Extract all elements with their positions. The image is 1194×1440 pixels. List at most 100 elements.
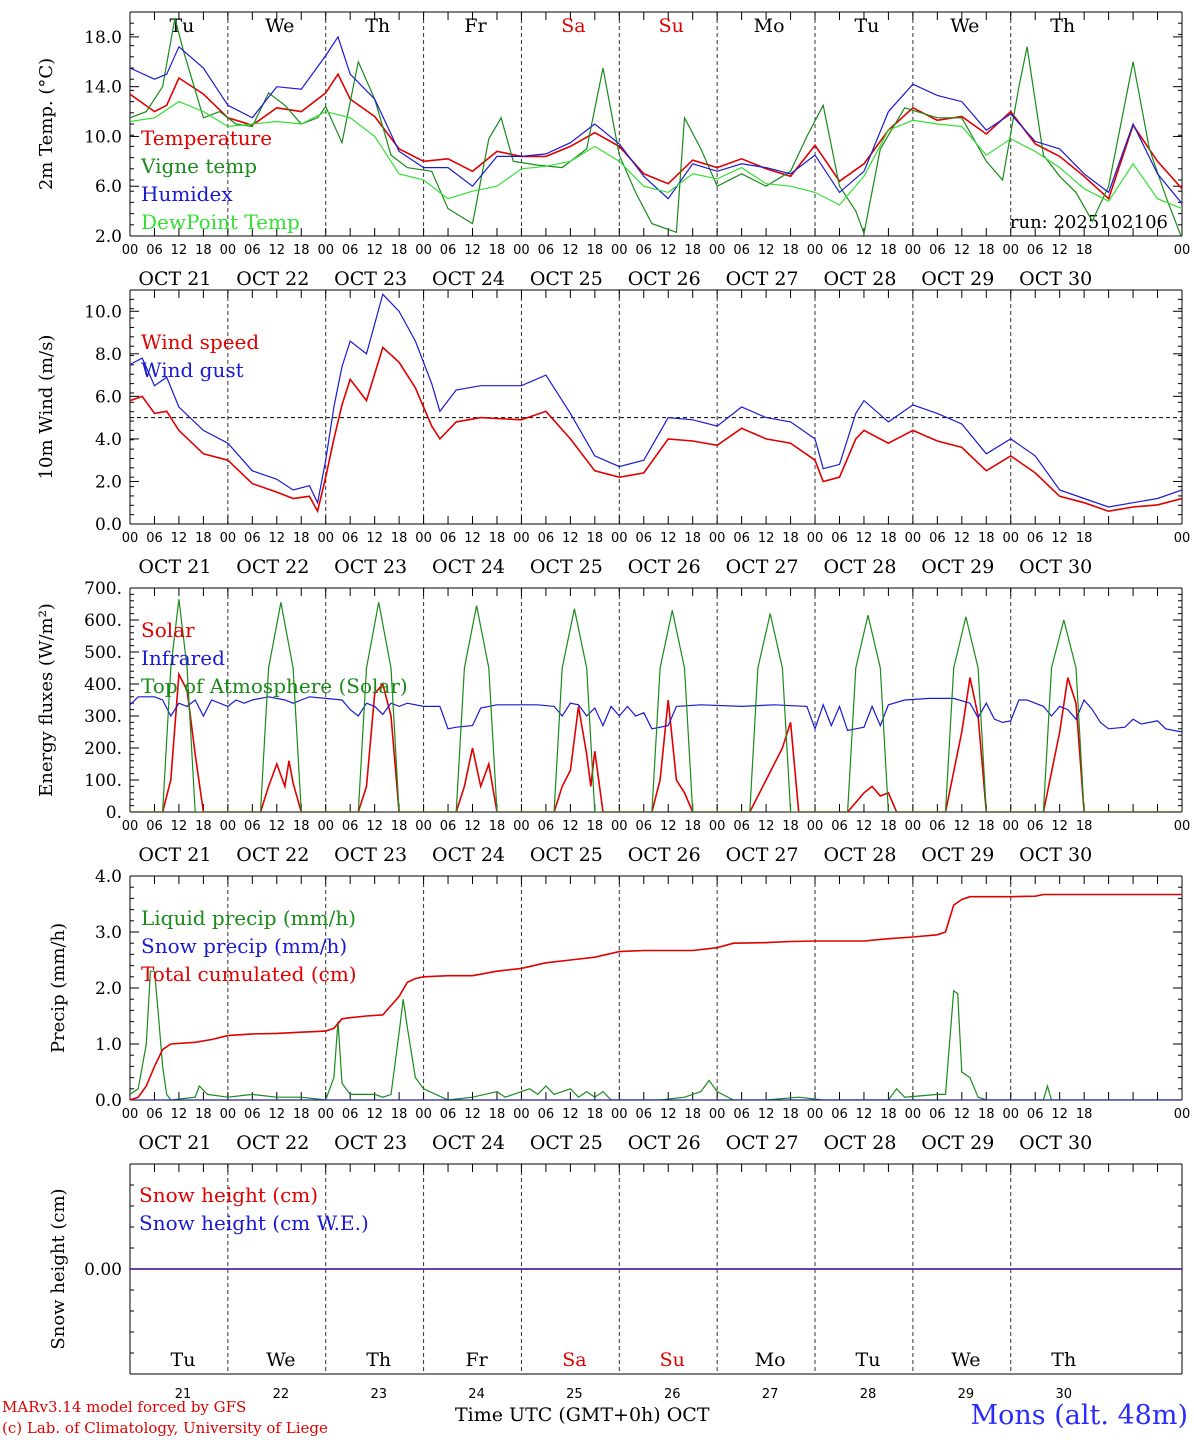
hour-tick-label: 12 [954,819,971,834]
hour-tick-label: 06 [635,531,652,546]
weekday-label: We [951,1349,980,1371]
series-vigne-temp [130,18,1182,236]
hour-tick-label: 06 [538,1107,555,1122]
weekday-label: Fr [465,1349,488,1371]
date-label: OCT 26 [628,556,701,578]
date-label: OCT 25 [530,556,603,578]
hour-tick-label: 12 [856,531,873,546]
date-label: OCT 26 [628,1132,701,1154]
legend-entry: Snow height (cm W.E.) [139,1211,369,1235]
hour-tick-label: 06 [1027,1107,1044,1122]
series-dewpoint-temp [130,100,1182,210]
hour-tick-label: 00 [611,1107,628,1122]
y-axis-title: 2m Temp. (°C) [36,58,57,190]
hour-tick-label: 12 [366,243,383,258]
legend-entry: Temperature [141,126,272,150]
legend-entry: DewPoint Temp [141,210,300,234]
weekday-label: Sa [562,1349,586,1371]
hour-tick-label: 06 [342,531,359,546]
hour-tick-label: 18 [782,243,799,258]
hour-tick-label: 18 [1076,531,1093,546]
hour-tick-label: 18 [293,531,310,546]
hour-tick-label: 12 [562,243,579,258]
legend-entry: Snow precip (mm/h) [141,934,347,958]
y-tick-label: 0.0 [95,1091,122,1111]
hour-tick-label: 18 [1076,819,1093,834]
hour-tick-label: 12 [954,531,971,546]
y-tick-label: 2.0 [95,979,122,999]
hour-tick-label: 18 [293,819,310,834]
date-label: OCT 21 [138,268,211,290]
hour-tick-label: 18 [684,1107,701,1122]
hour-tick-label: 00 [709,531,726,546]
hour-tick-label: 06 [635,243,652,258]
legend-entry: Wind gust [141,358,244,382]
legend-entry: Infrared [141,646,225,670]
hour-tick-label: 06 [440,1107,457,1122]
panel-3: 0. 100. 200. 300. 400. 500. 600. 700. Energy flu… [36,579,1190,866]
hour-tick-label: 12 [366,1107,383,1122]
hour-tick-label: 18 [587,531,604,546]
hour-tick-label: 18 [489,243,506,258]
hour-tick-label: 18 [880,531,897,546]
day-number-label: 26 [664,1387,681,1402]
series-top-of-atmosphere-solar- [130,599,1182,812]
legend-entry: Total cumulated (cm) [141,962,357,986]
hour-tick-label: 00 [415,243,432,258]
hour-tick-label: 18 [391,819,408,834]
legend-entry: Vigne temp [140,154,257,178]
hour-tick-label: 00 [1002,243,1019,258]
hour-tick-label: 18 [684,819,701,834]
hour-tick-label: 12 [562,531,579,546]
hour-tick-label: 06 [929,243,946,258]
weekday-label: We [950,15,979,37]
hour-tick-label: 18 [880,819,897,834]
date-label: OCT 23 [334,268,407,290]
weekday-label: Tu [854,15,879,37]
hour-tick-label: 12 [464,1107,481,1122]
date-label: OCT 21 [138,844,211,866]
hour-tick-label: 12 [758,819,775,834]
day-number-label: 28 [860,1387,877,1402]
weekday-label: Su [660,1349,685,1371]
hour-tick-label: 12 [269,819,286,834]
hour-tick-label: 18 [293,1107,310,1122]
hour-tick-label: 00 [807,531,824,546]
y-tick-label: 10.0 [84,127,122,147]
panel-2: 0.0 2.0 4.0 6.0 8.0 10.0 10m Wind (m/s) 00 06 12 1… [36,289,1190,578]
y-tick-label: 10.0 [84,302,122,322]
hour-tick-label: 00 [220,1107,237,1122]
hour-tick-label: 18 [1076,243,1093,258]
date-label: OCT 29 [921,556,994,578]
y-tick-label: 0.0 [95,515,122,535]
hour-tick-label: 00 [611,531,628,546]
hour-tick-label: 00 [415,531,432,546]
series-temperature [130,72,1182,201]
date-label: OCT 28 [823,844,896,866]
y-tick-label: 4.0 [95,430,122,450]
date-label: OCT 30 [1019,844,1092,866]
hour-tick-label: 18 [1076,1107,1093,1122]
hour-tick-label: 18 [880,1107,897,1122]
hour-tick-label: 18 [489,1107,506,1122]
hour-tick-label: 12 [366,531,383,546]
hour-tick-label: 18 [489,531,506,546]
y-tick-label: 3.0 [95,923,122,943]
hour-tick-label: 18 [195,531,212,546]
hour-tick-label: 12 [366,819,383,834]
hour-tick-label: 00 [905,1107,922,1122]
hour-tick-label: 00 [611,243,628,258]
hour-tick-label: 06 [440,243,457,258]
hour-tick-label: 12 [269,531,286,546]
hour-tick-label: 18 [391,1107,408,1122]
date-label: OCT 21 [138,1132,211,1154]
hour-tick-label: 06 [733,819,750,834]
legend-entry: Wind speed [141,330,259,354]
series-infrared [130,696,1182,733]
date-label: OCT 25 [530,268,603,290]
hour-tick-label: 12 [758,1107,775,1122]
hour-tick-label: 00 [220,531,237,546]
hour-tick-label: 18 [195,1107,212,1122]
hour-tick-label: 18 [782,531,799,546]
weekday-label: Th [365,15,390,37]
